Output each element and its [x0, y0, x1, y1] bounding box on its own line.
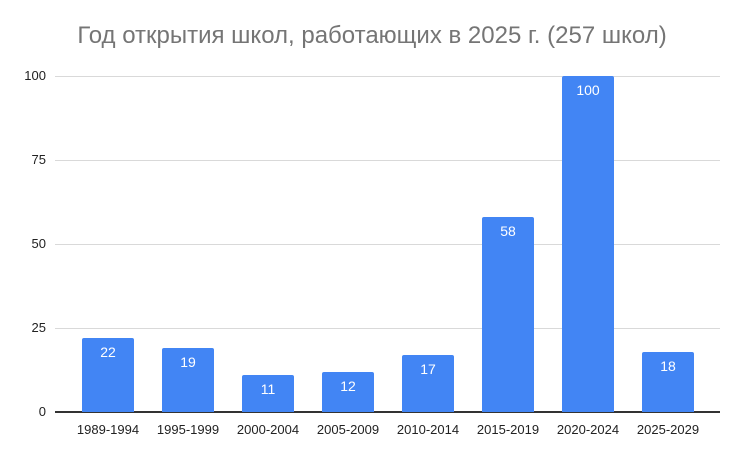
bar[interactable]	[162, 348, 214, 412]
bar[interactable]	[482, 217, 534, 412]
gridline	[55, 244, 720, 245]
y-tick-label: 50	[31, 236, 46, 251]
gridline	[55, 160, 720, 161]
bar[interactable]	[242, 375, 294, 412]
chart-title: Год открытия школ, работающих в 2025 г. …	[77, 22, 667, 49]
x-tick-label: 1995-1999	[156, 422, 220, 437]
bar-value-label: 17	[420, 360, 436, 377]
x-tick-label: 2025-2029	[636, 422, 700, 437]
gridline	[55, 328, 720, 329]
bar-value-label: 18	[660, 357, 676, 374]
y-tick-label: 25	[31, 320, 46, 335]
bar-value-label: 19	[180, 354, 196, 371]
y-tick-label: 75	[31, 152, 46, 167]
x-tick-label: 2000-2004	[236, 422, 300, 437]
x-tick-label: 2005-2009	[316, 422, 380, 437]
bar[interactable]	[562, 76, 614, 412]
bar[interactable]	[402, 354, 454, 412]
bar-value-label: 12	[340, 377, 356, 394]
bar-value-label: 22	[100, 344, 116, 361]
x-tick-label: 2020-2024	[556, 422, 620, 437]
x-tick-label: 2010-2014	[396, 422, 460, 437]
gridline	[55, 76, 720, 77]
y-tick-label: 0	[38, 404, 46, 419]
bar-value-label: 100	[576, 82, 600, 98]
bar-value-label: 58	[500, 223, 516, 240]
x-axis-line	[55, 411, 720, 413]
bar-value-label: 11	[260, 381, 276, 398]
bar[interactable]	[642, 351, 694, 412]
bar[interactable]	[322, 371, 374, 412]
x-tick-label: 2015-2019	[476, 422, 540, 437]
x-tick-label: 1989-1994	[76, 422, 140, 437]
bar[interactable]	[82, 338, 134, 412]
y-tick-label: 100	[24, 68, 46, 83]
